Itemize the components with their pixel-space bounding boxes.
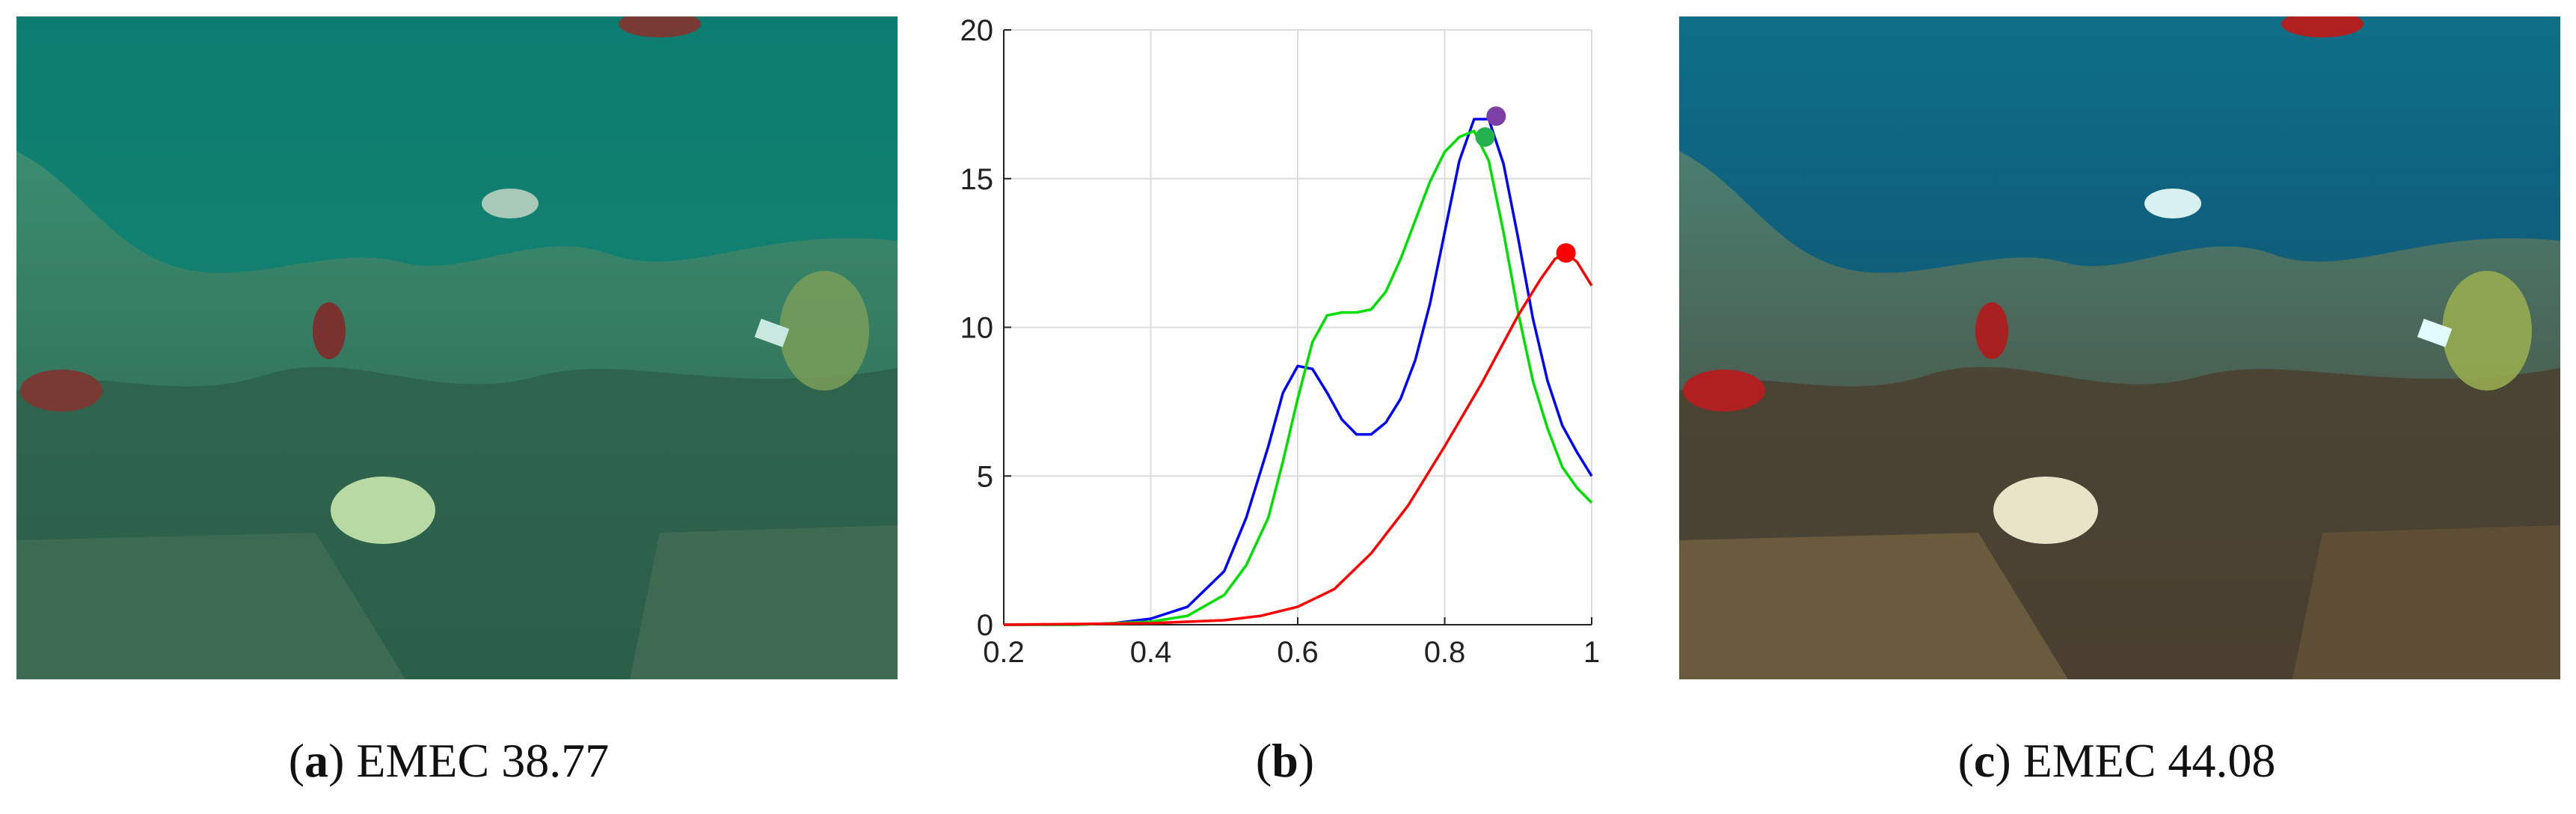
x-tick-label: 0.4 (1130, 636, 1172, 669)
peak-marker-1 (1475, 127, 1495, 147)
y-tick-label: 20 (960, 15, 994, 47)
x-tick-label: 0.2 (983, 636, 1025, 669)
peak-marker-2 (1556, 243, 1576, 263)
caption-a-letter: a (304, 734, 329, 787)
caption-a-text: EMEC 38.77 (356, 734, 610, 787)
y-tick-label: 10 (960, 312, 994, 345)
underwater-photo-original (16, 16, 898, 679)
y-tick-label: 0 (977, 609, 993, 642)
caption-c-letter: c (1973, 734, 1996, 787)
y-tick-label: 15 (960, 163, 994, 196)
photo-a-drawing (16, 16, 898, 679)
x-tick-label: 0.8 (1424, 636, 1466, 669)
caption-b: (b) (1255, 734, 1315, 787)
underwater-photo-enhanced (1679, 16, 2560, 679)
series-line-0 (1004, 117, 1593, 626)
x-tick-label: 0.6 (1277, 636, 1319, 669)
photo-c-drawing (1679, 16, 2560, 679)
caption-c: (c) EMEC 44.08 (1957, 734, 2276, 787)
caption-b-letter: b (1272, 734, 1298, 787)
caption-c-text: EMEC 44.08 (2023, 734, 2276, 787)
caption-a: (a) EMEC 38.77 (288, 734, 610, 787)
x-tick-label: 1 (1583, 636, 1600, 669)
peak-marker-0 (1486, 106, 1506, 126)
series-line-1 (1004, 129, 1593, 626)
y-tick-label: 5 (977, 460, 993, 493)
